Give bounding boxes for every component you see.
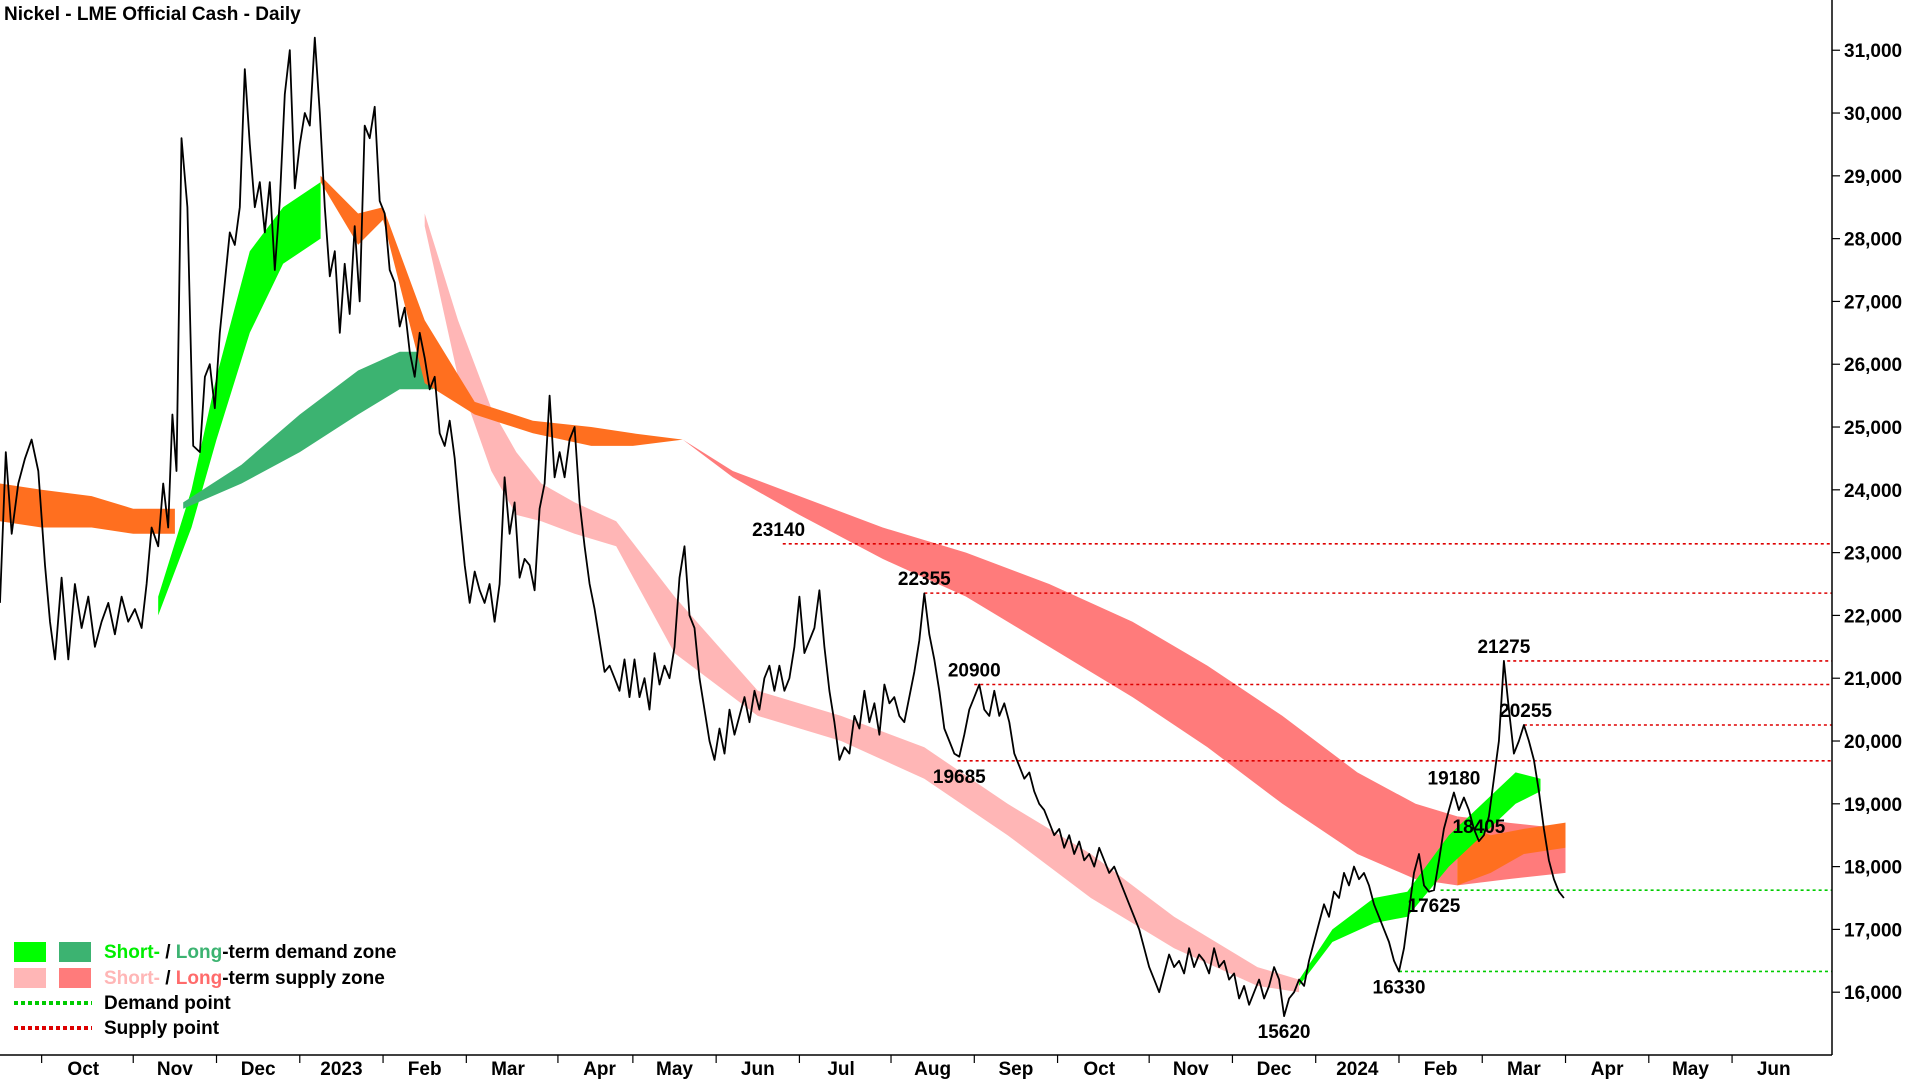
- annotation-19685: 19685: [933, 767, 986, 788]
- y-tick-label-8: 24,000: [1844, 481, 1902, 502]
- y-tick-label-14: 30,000: [1844, 104, 1902, 125]
- x-tick-label-20: Jun: [1757, 1059, 1791, 1080]
- x-tick-label-3: 2023: [320, 1059, 362, 1080]
- x-tick-label-13: Nov: [1173, 1059, 1209, 1080]
- svg-text:Short- / Long-term demand zone: Short- / Long-term demand zone: [104, 942, 396, 963]
- y-tick-label-13: 29,000: [1844, 167, 1902, 188]
- x-axis: Oct Nov Dec 2023 Feb Mar Apr May Jun Jul Aug Sep Oct…: [0, 1054, 1832, 1080]
- zone-band-short-demand-0: [158, 182, 321, 616]
- svg-text:Short- / Long-term supply zone: Short- / Long-term supply zone: [104, 968, 385, 989]
- support-resistance-levels: [782, 543, 1832, 973]
- x-tick-label-6: Apr: [583, 1059, 616, 1080]
- zone-band-transition-5: [0, 483, 175, 534]
- x-tick-label-5: Mar: [491, 1059, 525, 1080]
- legend-demand-rest: -term demand zone: [222, 942, 396, 963]
- chart-title: Nickel - LME Official Cash - Daily: [4, 4, 301, 25]
- price-line: [0, 36, 1565, 1017]
- legend-demand-point: Demand point: [104, 993, 231, 1014]
- legend-demand-short: Short-: [104, 942, 160, 963]
- y-tick-label-1: 17,000: [1844, 920, 1902, 941]
- zone-band-short-demand-8: [1299, 772, 1541, 986]
- annotation-16330: 16330: [1373, 977, 1426, 998]
- x-tick-label-2: Dec: [241, 1059, 276, 1080]
- legend-demand-long: Long: [176, 942, 222, 963]
- legend-supply-short: Short-: [104, 968, 160, 989]
- zone-band-short-supply-3: [424, 213, 1300, 993]
- y-tick-label-2: 18,000: [1844, 858, 1902, 879]
- y-tick-label-11: 27,000: [1844, 292, 1902, 313]
- x-tick-label-1: Nov: [157, 1059, 193, 1080]
- zone-band-long-supply-2: [682, 439, 1458, 886]
- y-tick-label-5: 21,000: [1844, 669, 1902, 690]
- x-tick-label-9: Jul: [827, 1059, 854, 1080]
- legend: Short- / Long-term demand zone Short- / …: [14, 942, 396, 1039]
- zone-band-transition-4: [320, 175, 683, 446]
- x-tick-label-19: May: [1672, 1059, 1709, 1080]
- annotation-23140: 23140: [752, 520, 805, 541]
- legend-swatch-long-demand: [59, 942, 91, 962]
- x-tick-label-12: Oct: [1083, 1059, 1115, 1080]
- x-tick-label-18: Apr: [1591, 1059, 1624, 1080]
- annotation-18405: 18405: [1453, 817, 1506, 838]
- y-tick-label-3: 19,000: [1844, 795, 1902, 816]
- annotation-17625: 17625: [1408, 896, 1461, 917]
- annotation-15620: 15620: [1258, 1022, 1311, 1043]
- y-tick-label-6: 22,000: [1844, 606, 1902, 627]
- legend-swatch-short-demand: [14, 942, 46, 962]
- price-annotations: 23140 22355 20900 19685 21275 20255 19180 18405…: [752, 520, 1552, 1043]
- x-tick-label-15: 2024: [1336, 1059, 1379, 1080]
- annotation-20255: 20255: [1499, 701, 1552, 722]
- x-tick-label-17: Mar: [1507, 1059, 1541, 1080]
- y-axis: 16,000 17,000 18,000 19,000 20,000 21,000 22,0…: [1831, 0, 1902, 1055]
- y-tick-label-4: 20,000: [1844, 732, 1902, 753]
- annotation-19180: 19180: [1428, 769, 1481, 790]
- x-tick-label-14: Dec: [1257, 1059, 1292, 1080]
- y-tick-label-7: 23,000: [1844, 544, 1902, 565]
- legend-swatch-long-supply: [59, 968, 91, 988]
- y-tick-label-10: 26,000: [1844, 355, 1902, 376]
- price-line-group: [0, 36, 1565, 1017]
- x-tick-label-4: Feb: [408, 1059, 442, 1080]
- x-tick-label-11: Sep: [998, 1059, 1033, 1080]
- legend-supply-long: Long: [176, 968, 222, 989]
- legend-supply-point: Supply point: [104, 1018, 220, 1039]
- x-tick-label-8: Jun: [741, 1059, 775, 1080]
- x-tick-label-7: May: [656, 1059, 693, 1080]
- annotation-20900: 20900: [948, 660, 1001, 681]
- x-tick-label-10: Aug: [914, 1059, 951, 1080]
- legend-supply-rest: -term supply zone: [222, 968, 385, 989]
- zone-band-transition-7: [1457, 822, 1566, 886]
- x-tick-label-0: Oct: [67, 1059, 99, 1080]
- zone-bands: [0, 175, 1566, 993]
- legend-swatch-short-supply: [14, 968, 46, 988]
- x-tick-label-16: Feb: [1424, 1059, 1458, 1080]
- zone-band-long-demand-1: [183, 351, 433, 509]
- y-tick-label-9: 25,000: [1844, 418, 1902, 439]
- y-tick-label-15: 31,000: [1844, 41, 1902, 62]
- y-tick-label-12: 28,000: [1844, 230, 1902, 251]
- y-tick-label-0: 16,000: [1844, 983, 1902, 1004]
- annotation-22355: 22355: [898, 569, 951, 590]
- annotation-21275: 21275: [1477, 637, 1530, 658]
